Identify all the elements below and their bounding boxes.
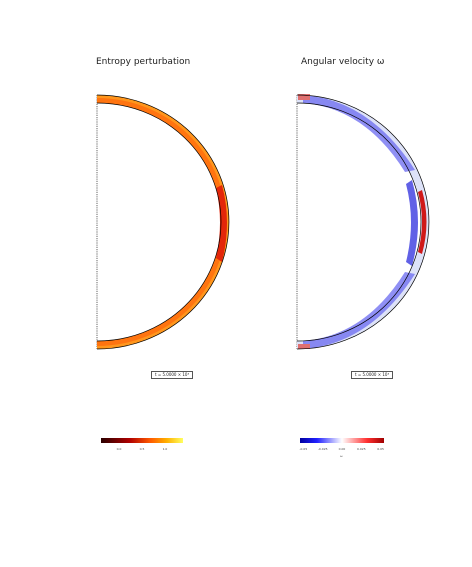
omega-colorbar-tick: 0.025 [357, 447, 366, 451]
omega-south-pole-patch [298, 344, 310, 349]
omega-equator-red [418, 190, 427, 254]
omega-colorbar-tick: -0.025 [317, 447, 328, 451]
entropy-panel [96, 94, 230, 350]
entropy-outer-boundary [96, 94, 230, 350]
entropy-colorbar-tick: 0.5 [139, 447, 145, 451]
omega-south-blue-band [303, 272, 415, 349]
omega-time-label: t = 5.0000 × 10³ [351, 371, 394, 379]
entropy-colorbar-tick: 1.0 [162, 447, 168, 451]
omega-panel [296, 94, 430, 350]
entropy-colorbar-tick: 0.0 [116, 447, 122, 451]
omega-north-blue-band [303, 95, 415, 172]
omega-north-pole-patch [298, 94, 310, 100]
omega-equator-blue [406, 180, 418, 266]
entropy-shell-fill [97, 95, 229, 349]
omega-panel-title: Angular velocity ω [301, 57, 385, 67]
entropy-inner-boundary [96, 102, 222, 342]
entropy-colorbar [101, 438, 183, 443]
omega-inner-boundary [296, 102, 422, 342]
omega-shell-fill [297, 95, 429, 349]
entropy-panel-title: Entropy perturbation [96, 57, 191, 67]
omega-colorbar-tick: -0.05 [299, 447, 308, 451]
entropy-equator-patch [216, 185, 227, 262]
entropy-colorbar-ticks: 0.0 0.5 1.0 [101, 447, 183, 453]
omega-colorbar-label: ω [340, 454, 343, 458]
entropy-time-label: t = 5.0000 × 10³ [151, 371, 194, 379]
omega-colorbar-ticks: -0.05 -0.025 0.00 0.025 0.05 [299, 447, 384, 453]
omega-colorbar [300, 438, 384, 443]
entropy-shell-hot-band [97, 95, 229, 349]
omega-colorbar-tick: 0.05 [377, 447, 384, 451]
omega-colorbar-tick: 0.00 [338, 447, 346, 451]
omega-outer-boundary [296, 94, 430, 350]
